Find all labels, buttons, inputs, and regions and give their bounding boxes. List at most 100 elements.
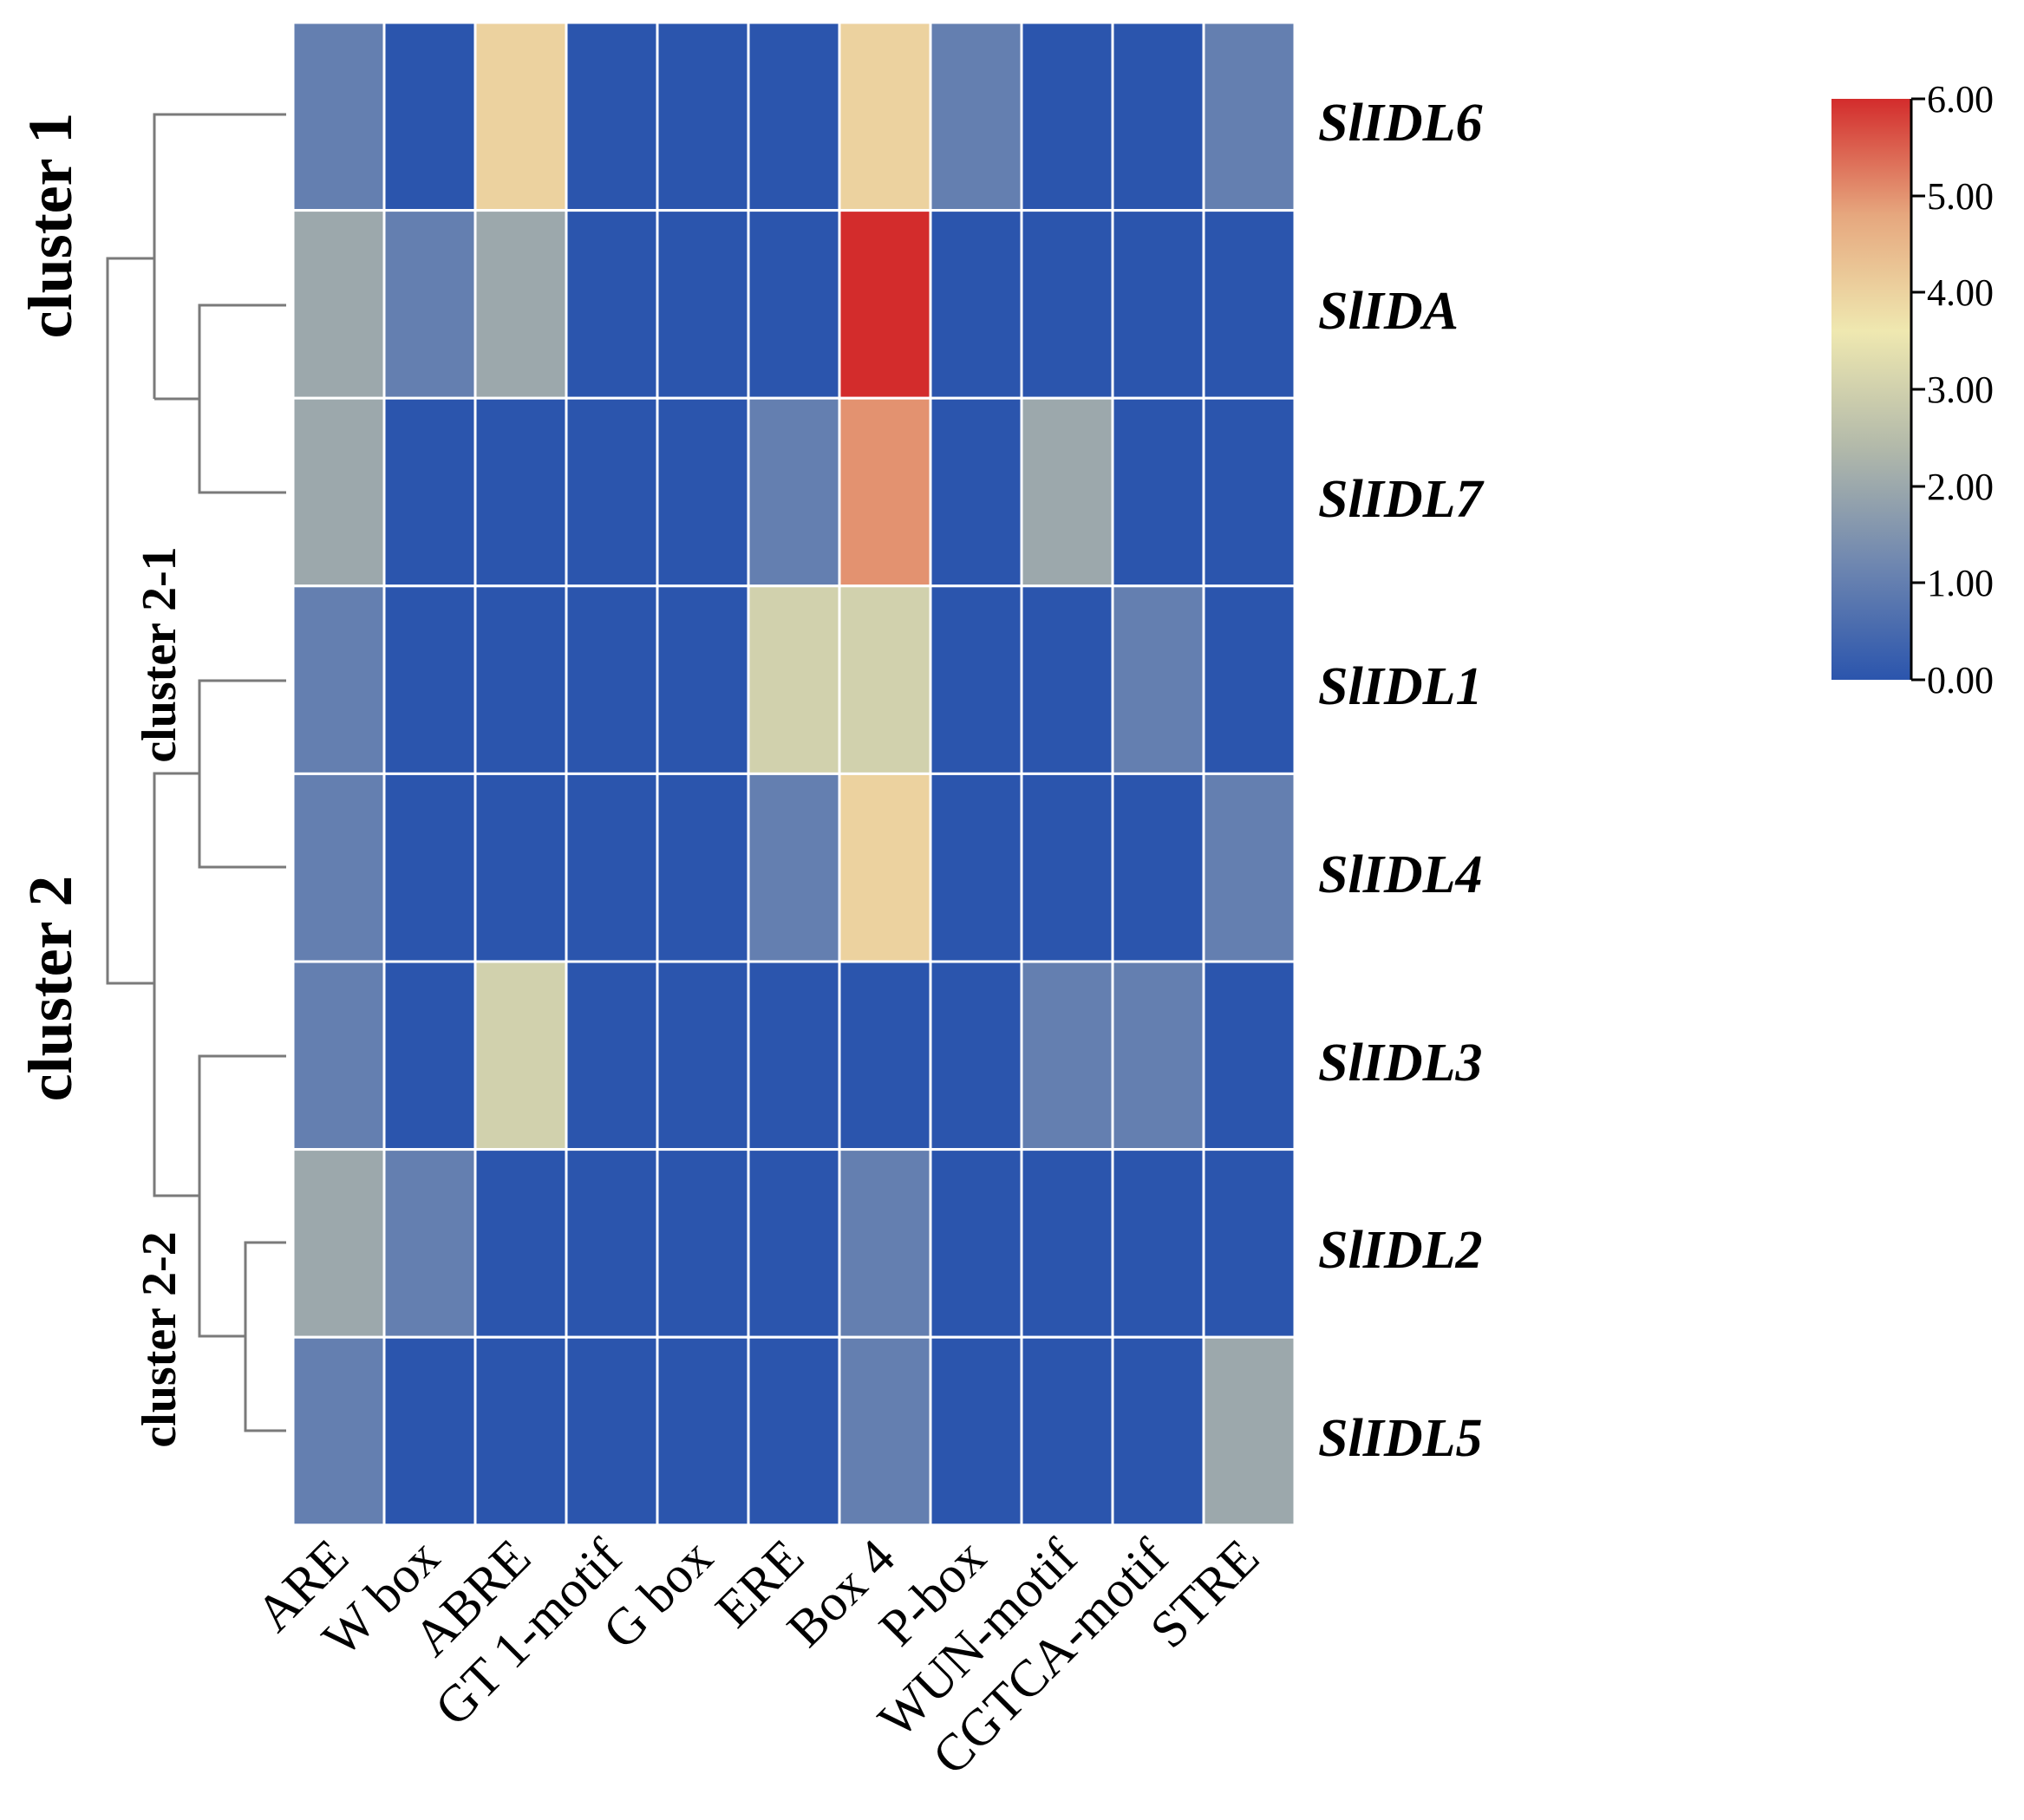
heatmap-cell xyxy=(656,396,750,588)
heatmap-cell xyxy=(1020,772,1114,963)
heatmap-cell xyxy=(1111,960,1205,1151)
heatmap-cell xyxy=(838,396,932,588)
colorbar-tick: 5.00 xyxy=(1911,175,1994,218)
dendro-branch-idl3 xyxy=(198,1054,286,1338)
row-label: SlIDL4 xyxy=(1318,845,1482,904)
heatmap-cell xyxy=(565,772,659,963)
heatmap-cell xyxy=(929,772,1023,963)
heatmap-cell xyxy=(838,584,932,775)
heatmap-cell xyxy=(1202,584,1296,775)
heatmap-cell xyxy=(382,21,477,212)
cluster-labels: cluster 1 cluster 2 cluster 2-1 cluster … xyxy=(16,113,186,1448)
heatmap-cell xyxy=(382,584,477,775)
colorbar: 6.00 5.00 4.00 3.00 2.00 1.00 0.00 xyxy=(1831,78,1994,701)
heatmap-cell xyxy=(565,209,659,400)
heatmap-cell xyxy=(929,584,1023,775)
heatmap-cell xyxy=(291,1148,386,1339)
heatmap-cell xyxy=(1202,772,1296,963)
cluster-2-1-label: cluster 2-1 xyxy=(133,546,186,762)
heatmap-cell xyxy=(1202,209,1296,400)
heatmap-cell xyxy=(1020,21,1114,212)
heatmap-cell xyxy=(473,1335,568,1527)
dendro-branch-idl1-idl4 xyxy=(198,679,286,869)
heatmap-cell xyxy=(1111,209,1205,400)
dendro-link-cluster2 xyxy=(153,772,199,1197)
colorbar-tick-label: 4.00 xyxy=(1927,271,1994,314)
heatmap-cell xyxy=(929,1335,1023,1527)
column-label: Box 4 xyxy=(776,1529,905,1658)
colorbar-tick: 4.00 xyxy=(1911,271,1994,314)
heatmap-cell xyxy=(473,584,568,775)
heatmap-cell xyxy=(929,21,1023,212)
heatmap-cell xyxy=(473,772,568,963)
colorbar-tick-label: 5.00 xyxy=(1927,175,1994,218)
heatmap-cell xyxy=(747,584,841,775)
colorbar-gradient xyxy=(1831,99,1911,680)
heatmap-cell xyxy=(1111,584,1205,775)
column-labels: ARE W box ABRE GT 1-motif G box ERE Box … xyxy=(245,1529,1270,1786)
heatmap-cell xyxy=(1111,1148,1205,1339)
row-label: SlIDA xyxy=(1318,282,1459,341)
heatmap-cell xyxy=(656,21,750,212)
heatmap-cell xyxy=(565,1335,659,1527)
heatmap-cell xyxy=(291,396,386,588)
heatmap-cell xyxy=(1020,584,1114,775)
column-label: STRE xyxy=(1139,1529,1270,1659)
heatmap-cell xyxy=(382,1148,477,1339)
heatmap-cell xyxy=(656,1335,750,1527)
heatmap-cell xyxy=(291,1335,386,1527)
heatmap-cell xyxy=(838,1335,932,1527)
heatmap-cell xyxy=(291,21,386,212)
heatmap-cells xyxy=(291,21,1296,1527)
colorbar-tick: 3.00 xyxy=(1911,369,1994,411)
colorbar-tick: 0.00 xyxy=(1911,659,1994,701)
heatmap-cell xyxy=(747,1148,841,1339)
heatmap-cell xyxy=(473,960,568,1151)
heatmap-cell xyxy=(929,396,1023,588)
heatmap-cell xyxy=(1111,21,1205,212)
row-label: SlIDL2 xyxy=(1318,1221,1482,1280)
heatmap-cell xyxy=(565,396,659,588)
row-label: SlIDL6 xyxy=(1318,94,1482,153)
heatmap-cell xyxy=(291,960,386,1151)
colorbar-tick-label: 0.00 xyxy=(1927,659,1994,701)
heatmap-cell xyxy=(838,772,932,963)
row-label: SlIDL7 xyxy=(1318,470,1485,529)
row-labels: SlIDL6 SlIDA SlIDL7 SlIDL1 SlIDL4 SlIDL3… xyxy=(1318,94,1485,1468)
heatmap-cell xyxy=(1202,1335,1296,1527)
heatmap-cell xyxy=(1020,1335,1114,1527)
heatmap-cell xyxy=(838,21,932,212)
heatmap-cell xyxy=(929,1148,1023,1339)
dendro-root xyxy=(106,257,154,985)
heatmap-cell xyxy=(747,21,841,212)
heatmap-cell xyxy=(1202,396,1296,588)
heatmap-cell xyxy=(382,960,477,1151)
heatmap-cell xyxy=(929,209,1023,400)
heatmap-cell xyxy=(1020,1148,1114,1339)
column-label: G box xyxy=(592,1529,724,1660)
heatmap-cell xyxy=(747,396,841,588)
heatmap-cell xyxy=(1020,396,1114,588)
heatmap-cell xyxy=(1111,396,1205,588)
colorbar-tick-label: 1.00 xyxy=(1927,562,1994,604)
heatmap-cell xyxy=(1111,1335,1205,1527)
heatmap-cell xyxy=(747,1335,841,1527)
heatmap-cell xyxy=(1020,960,1114,1151)
colorbar-tick-label: 3.00 xyxy=(1927,369,1994,411)
colorbar-tick: 2.00 xyxy=(1911,466,1994,508)
heatmap-cell xyxy=(291,209,386,400)
colorbar-tick: 6.00 xyxy=(1911,78,1994,121)
heatmap-cell xyxy=(747,772,841,963)
heatmap-cell xyxy=(656,584,750,775)
row-label: SlIDL3 xyxy=(1318,1034,1482,1093)
cluster-2-label: cluster 2 xyxy=(16,876,85,1102)
row-label: SlIDL5 xyxy=(1318,1409,1482,1468)
heatmap-cell xyxy=(1202,1148,1296,1339)
cluster-2-2-label: cluster 2-2 xyxy=(133,1231,186,1447)
heatmap-cell xyxy=(1202,21,1296,212)
heatmap-cell xyxy=(291,772,386,963)
heatmap-cell xyxy=(382,396,477,588)
dendrogram xyxy=(106,113,286,1432)
colorbar-tick-label: 6.00 xyxy=(1927,78,1994,121)
